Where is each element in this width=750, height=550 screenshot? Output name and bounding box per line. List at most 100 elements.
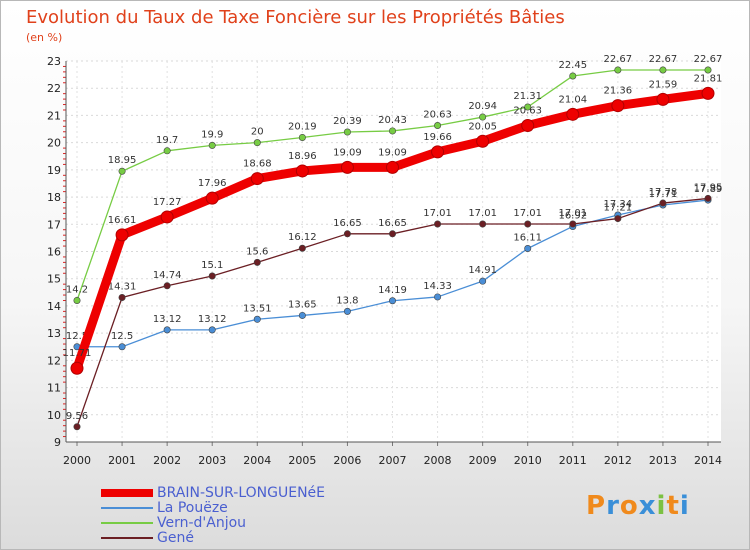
data-label: 13.12 bbox=[198, 314, 227, 325]
x-tick-label: 2002 bbox=[153, 454, 181, 467]
data-point bbox=[521, 118, 535, 132]
data-label: 20.19 bbox=[288, 121, 317, 132]
x-tick-label: 2000 bbox=[63, 454, 91, 467]
data-point bbox=[343, 128, 351, 136]
data-label: 19.7 bbox=[156, 135, 178, 146]
data-point bbox=[298, 133, 306, 141]
x-tick-label: 2014 bbox=[694, 454, 722, 467]
data-point bbox=[118, 293, 126, 301]
legend-swatch bbox=[101, 536, 153, 539]
data-point bbox=[479, 220, 487, 228]
data-point bbox=[253, 315, 261, 323]
data-point bbox=[614, 215, 622, 223]
data-point bbox=[704, 66, 712, 74]
data-label: 16.92 bbox=[558, 210, 587, 221]
data-label: 22.67 bbox=[604, 54, 633, 65]
y-tick-label: 10 bbox=[47, 409, 61, 422]
data-label: 18.96 bbox=[288, 151, 317, 162]
legend-label: BRAIN-SUR-LONGUENéE bbox=[157, 484, 326, 501]
data-point bbox=[115, 228, 129, 242]
data-point bbox=[569, 72, 577, 80]
data-label: 12.5 bbox=[66, 331, 88, 342]
data-point bbox=[250, 172, 264, 186]
x-tick-label: 2004 bbox=[243, 454, 271, 467]
data-point bbox=[434, 293, 442, 301]
data-point bbox=[388, 297, 396, 305]
chart-subtitle: (en %) bbox=[26, 31, 63, 44]
data-label: 18.68 bbox=[243, 159, 272, 170]
logo-letter: P bbox=[586, 491, 607, 521]
data-label: 12.5 bbox=[111, 331, 133, 342]
data-point bbox=[388, 127, 396, 135]
data-label: 17.27 bbox=[153, 197, 182, 208]
x-tick-label: 2001 bbox=[108, 454, 136, 467]
y-tick-label: 9 bbox=[54, 436, 61, 449]
y-tick-label: 11 bbox=[47, 382, 61, 395]
y-tick-label: 23 bbox=[47, 55, 61, 68]
data-point bbox=[208, 141, 216, 149]
data-point bbox=[160, 210, 174, 224]
data-label: 21.31 bbox=[513, 91, 542, 102]
data-label: 17.34 bbox=[604, 199, 633, 210]
data-label: 17.01 bbox=[423, 208, 452, 219]
x-tick-label: 2007 bbox=[379, 454, 407, 467]
data-point bbox=[118, 343, 126, 351]
y-tick-label: 12 bbox=[47, 354, 61, 367]
legend: BRAIN-SUR-LONGUENéE La Pouëze Vern-d'Anjou… bbox=[101, 484, 326, 546]
data-label: 14.19 bbox=[378, 285, 407, 296]
data-point bbox=[163, 282, 171, 290]
data-point bbox=[569, 220, 577, 228]
data-label: 15.1 bbox=[201, 260, 223, 271]
legend-item: BRAIN-SUR-LONGUENéE bbox=[101, 484, 326, 501]
data-point bbox=[253, 258, 261, 266]
data-point bbox=[614, 66, 622, 74]
data-label: 22.67 bbox=[649, 54, 678, 65]
data-label: 22.67 bbox=[694, 54, 723, 65]
data-label: 14.2 bbox=[66, 284, 88, 295]
legend-item: La Pouëze bbox=[101, 500, 325, 516]
data-label: 14.91 bbox=[468, 265, 497, 276]
y-tick-label: 19 bbox=[47, 164, 61, 177]
x-tick-label: 2003 bbox=[198, 454, 226, 467]
data-label: 16.65 bbox=[378, 218, 407, 229]
data-point bbox=[479, 113, 487, 121]
legend-item: Vern-d'Anjou bbox=[101, 515, 325, 531]
data-label: 20.05 bbox=[468, 121, 497, 132]
logo-letter: o bbox=[619, 491, 639, 521]
data-point bbox=[340, 160, 354, 174]
data-point bbox=[205, 191, 219, 205]
data-point bbox=[704, 194, 712, 202]
data-label: 19.66 bbox=[423, 132, 452, 143]
data-label: 16.61 bbox=[108, 215, 137, 226]
legend-swatch bbox=[101, 506, 153, 509]
data-label: 14.33 bbox=[423, 281, 452, 292]
y-tick-label: 22 bbox=[47, 82, 61, 95]
data-label: 21.04 bbox=[558, 94, 587, 105]
data-point bbox=[476, 134, 490, 148]
data-point bbox=[659, 199, 667, 207]
data-label: 13.51 bbox=[243, 303, 272, 314]
data-label: 13.8 bbox=[336, 295, 358, 306]
data-label: 19.09 bbox=[333, 147, 362, 158]
data-label: 21.36 bbox=[604, 86, 633, 97]
data-point bbox=[298, 311, 306, 319]
data-label: 17.78 bbox=[649, 187, 678, 198]
data-label: 20.39 bbox=[333, 116, 362, 127]
data-label: 21.59 bbox=[649, 79, 678, 90]
y-tick-label: 14 bbox=[47, 300, 61, 313]
data-point bbox=[524, 220, 532, 228]
x-tick-label: 2010 bbox=[514, 454, 542, 467]
data-point bbox=[295, 164, 309, 178]
data-point bbox=[118, 167, 126, 175]
data-point bbox=[479, 277, 487, 285]
data-point bbox=[656, 92, 670, 106]
y-tick-label: 17 bbox=[47, 218, 61, 231]
logo-letter: x bbox=[638, 491, 657, 521]
proxiti-logo: Proxiti bbox=[586, 491, 690, 521]
data-label: 17.21 bbox=[604, 203, 633, 214]
data-label: 16.12 bbox=[288, 232, 317, 243]
data-point bbox=[253, 139, 261, 147]
data-label: 9.56 bbox=[66, 411, 88, 422]
data-label: 17.89 bbox=[694, 184, 723, 195]
data-label: 22.45 bbox=[558, 60, 587, 71]
